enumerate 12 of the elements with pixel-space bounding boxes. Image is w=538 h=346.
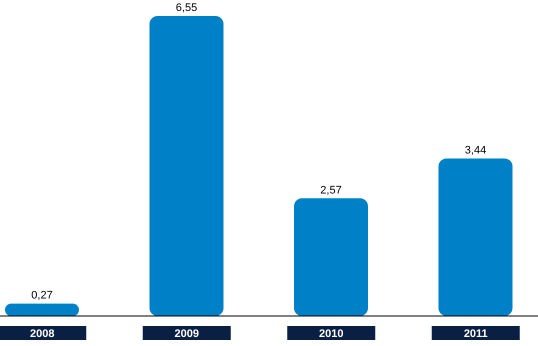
data-label: 2,57 [320,184,342,196]
bar [438,158,512,316]
x-tick-label: 2008 [30,328,54,340]
bar [294,198,368,316]
x-tick-label: 2011 [464,328,488,340]
bar [150,16,224,316]
bar [5,304,79,316]
x-tick-label: 2010 [319,328,344,340]
x-tick-label: 2009 [174,328,199,340]
data-label: 0,27 [31,290,53,302]
data-label: 3,44 [464,144,486,156]
data-label: 6,55 [176,2,198,14]
